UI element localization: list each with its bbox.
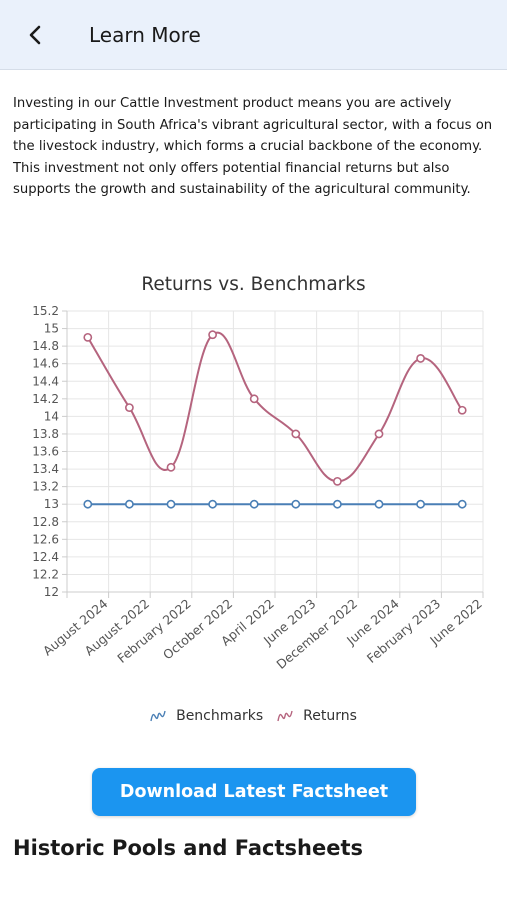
data-point: [208, 499, 217, 509]
data-point: [166, 462, 176, 472]
y-tick-label: 14.8: [32, 339, 59, 353]
y-tick-label: 15: [44, 322, 59, 336]
historic-pools-heading: Historic Pools and Factsheets: [13, 836, 364, 860]
chart-legend: Benchmarks Returns: [0, 708, 507, 724]
chevron-left-icon: [29, 25, 41, 45]
back-button[interactable]: [20, 18, 50, 52]
y-tick-label: 13.2: [32, 480, 59, 494]
y-tick-label: 15.2: [32, 304, 59, 318]
y-tick-label: 12.6: [32, 532, 59, 546]
y-tick-label: 14.4: [32, 374, 59, 388]
y-tick-label: 12.4: [32, 550, 59, 564]
returns-chart: 12 12.2 12.4 12.6 12.8 13 13.2 13.4 13.6 13.8 14 14…: [32, 304, 485, 672]
page-title: Learn More: [89, 23, 201, 47]
data-point: [124, 403, 134, 412]
legend-item-returns[interactable]: Returns: [277, 708, 357, 724]
app-header: Learn More: [0, 0, 507, 70]
data-point: [374, 429, 384, 439]
data-point: [83, 332, 93, 342]
data-point: [249, 499, 259, 509]
data-point: [332, 499, 342, 509]
data-point: [457, 405, 467, 415]
y-tick-label: 13.4: [32, 462, 59, 476]
y-tick-label: 14.2: [32, 392, 59, 406]
legend-line-icon: [277, 710, 293, 722]
data-point: [166, 499, 176, 509]
y-tick-label: 12.2: [32, 567, 59, 581]
legend-line-icon: [150, 710, 166, 722]
data-point: [332, 476, 342, 486]
data-point: [124, 499, 134, 509]
legend-label: Benchmarks: [176, 708, 264, 724]
y-tick-label: 12.8: [32, 515, 59, 529]
y-tick-label: 13: [44, 497, 59, 511]
data-point: [416, 499, 425, 509]
y-tick-label: 12: [44, 585, 59, 599]
y-tick-label: 14: [44, 409, 59, 423]
download-factsheet-button[interactable]: Download Latest Factsheet: [92, 768, 416, 816]
legend-label: Returns: [303, 708, 357, 724]
data-point: [457, 499, 467, 509]
data-point: [291, 429, 301, 439]
y-tick-label: 14.6: [32, 357, 59, 371]
data-point: [374, 499, 384, 509]
chart-title: Returns vs. Benchmarks: [141, 274, 366, 295]
legend-item-benchmarks[interactable]: Benchmarks: [150, 708, 263, 724]
x-tick-label: February 2022: [114, 596, 193, 666]
intro-paragraph: Investing in our Cattle Investment produ…: [13, 96, 493, 197]
data-point: [249, 394, 259, 404]
data-point: [83, 499, 93, 509]
y-tick-label: 13.8: [32, 427, 59, 441]
y-tick-label: 13.6: [32, 445, 59, 459]
data-point: [416, 354, 425, 363]
x-tick-label: February 2023: [364, 596, 443, 666]
data-point: [208, 330, 217, 340]
data-point: [291, 499, 301, 509]
